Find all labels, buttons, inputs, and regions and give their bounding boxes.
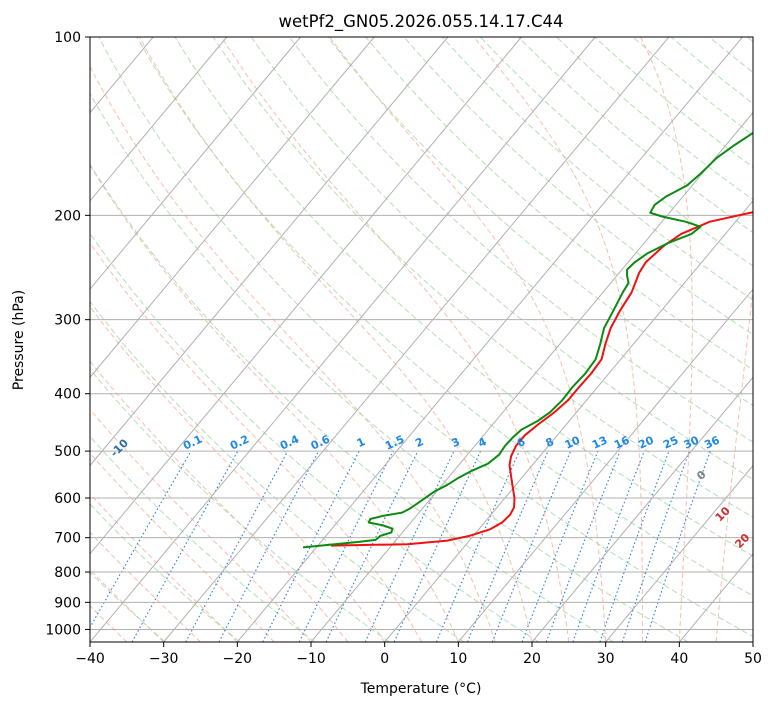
mixing-ratio-label: 13: [590, 434, 609, 452]
isotherm: [90, 37, 596, 642]
x-tick-label: −30: [149, 651, 179, 667]
x-tick-label: 0: [380, 651, 389, 667]
moist-adiabat: [715, 283, 753, 642]
isotherm: [310, 111, 753, 642]
y-tick-label: 200: [54, 208, 81, 224]
dry-adiabat: [90, 435, 315, 642]
y-tick-label: 400: [54, 387, 81, 403]
plot-area: -100-90-80-70-60-50-40-30-20-10010203040…: [90, 37, 770, 642]
mixing-ratio-line: [393, 450, 482, 642]
plot-frame: [89, 36, 754, 643]
y-tick-label: 300: [54, 313, 81, 329]
dry-adiabat: [90, 92, 689, 642]
moist-adiabat: [90, 241, 422, 642]
mixing-ratio-line: [185, 450, 289, 642]
y-tick-label: 800: [54, 565, 81, 581]
dry-adiabat: [90, 163, 614, 642]
mixing-ratio-line: [435, 450, 520, 642]
dry-adiabat: [90, 503, 241, 642]
isotherm: [90, 37, 522, 555]
isotherms: [90, 37, 753, 642]
mixing-ratio-line: [298, 450, 394, 642]
mixing-ratio-label: 30: [682, 433, 702, 451]
isotherm: [90, 37, 228, 202]
mixing-ratio-line: [644, 450, 711, 642]
x-tick-label: 20: [523, 651, 541, 667]
x-tick-label: 30: [597, 651, 615, 667]
moist-adiabat: [221, 37, 570, 642]
mixing-ratio-line: [621, 450, 691, 642]
axis-ticks: −40 −30 −20 −10 0 10 20 30 40 50 100 200 300 400 500 60…: [45, 30, 762, 667]
dry-adiabat: [90, 368, 390, 642]
temperature-profile-line: [331, 211, 753, 547]
x-tick-label: −20: [223, 651, 253, 667]
mixing-ratio-label: 10: [563, 433, 583, 451]
dry-adiabat: [174, 37, 753, 557]
moist-adiabat: [90, 568, 165, 642]
dry-adiabat: [90, 300, 465, 642]
moist-adiabat: [90, 305, 386, 642]
mixing-ratio-line: [466, 450, 549, 642]
mixing-ratio-line: [599, 450, 670, 642]
isotherm: [163, 37, 670, 642]
isotherm: [605, 464, 753, 642]
dry-adiabat: [327, 37, 753, 407]
mixing-ratio-line: [545, 450, 621, 642]
x-tick-label: −40: [75, 651, 105, 667]
y-tick-label: 100: [54, 30, 81, 46]
x-axis-title: Temperature (°C): [360, 681, 482, 697]
mixing-ratio-line: [262, 450, 360, 642]
isotherm: [457, 288, 753, 642]
chart-title: wetPf2_GN05.2026.055.14.17.C44: [279, 12, 564, 32]
moist-adiabat: [90, 65, 496, 642]
moist-adiabat-label: 30: [750, 555, 770, 575]
moist-adiabat: [90, 164, 459, 642]
moist-adiabat: [90, 360, 349, 642]
reference-line-labels: -100-90-80-70-60-50-40-30-20-10010203040…: [108, 432, 770, 575]
mixing-ratio-line: [521, 450, 599, 642]
profile-series: [302, 131, 753, 549]
moist-adiabat: [90, 452, 275, 642]
moist-adiabat: [90, 493, 238, 642]
isotherm: [90, 37, 301, 290]
moist-adiabat: [473, 37, 643, 642]
moist-adiabat: [640, 37, 693, 642]
mixing-ratio-line: [572, 450, 645, 642]
x-tick-label: −10: [296, 651, 326, 667]
mixing-ratio-label: 36: [702, 433, 722, 451]
dry-adiabat: [212, 37, 753, 518]
moist-adiabat: [329, 37, 607, 642]
isotherm: [90, 37, 449, 467]
x-tick-label: 10: [449, 651, 467, 667]
x-tick-label: 40: [670, 651, 688, 667]
moist-adiabat: [138, 37, 533, 642]
y-tick-label: 1000: [45, 622, 81, 638]
y-tick-label: 600: [54, 491, 81, 507]
mixing-ratio-label: 16: [612, 433, 632, 451]
isobars: [90, 37, 753, 630]
dewpoint-profile-line: [302, 131, 753, 549]
y-tick-label: 700: [54, 531, 81, 547]
x-tick-label: 50: [744, 651, 762, 667]
y-tick-label: 900: [54, 595, 81, 611]
dry-adiabat: [90, 232, 540, 642]
y-axis-title: Pressure (hPa): [11, 290, 27, 390]
mixing-ratio-label: 25: [661, 434, 680, 452]
y-tick-label: 500: [54, 444, 81, 460]
mixing-ratio-label: 20: [636, 433, 656, 451]
isotherm: [384, 200, 753, 642]
moist-adiabats: [90, 37, 753, 642]
moist-adiabat: [90, 531, 201, 642]
isotherm: [531, 376, 753, 642]
dry-adiabat: [403, 37, 753, 336]
mixing-ratio-lines: [90, 450, 711, 642]
dry-adiabat: [289, 37, 753, 443]
isotherm: [236, 37, 743, 642]
isotherm: [90, 37, 375, 379]
